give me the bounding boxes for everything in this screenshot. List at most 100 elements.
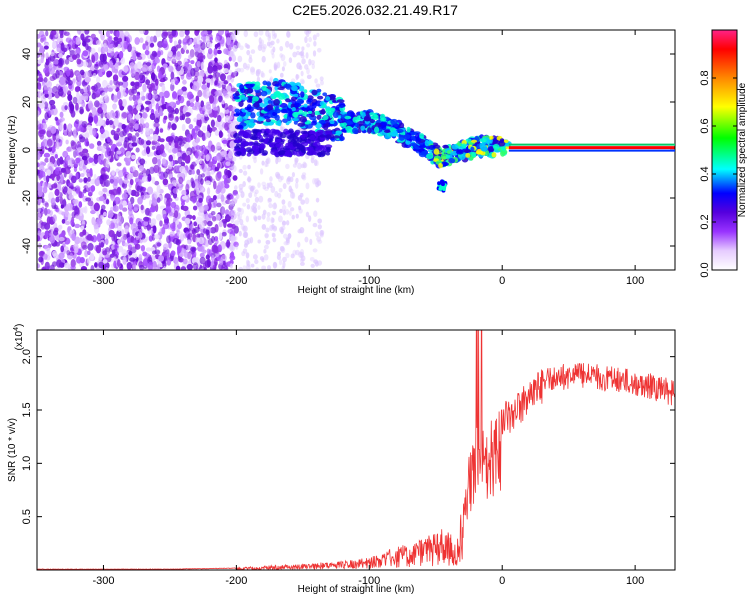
noise-cell <box>123 65 129 73</box>
noise-cell <box>60 204 64 209</box>
noise-cell <box>131 154 136 160</box>
noise-cell <box>282 209 286 216</box>
noise-cell <box>116 128 121 133</box>
noise-cell <box>58 57 64 66</box>
noise-cell <box>137 220 142 230</box>
noise-cell <box>239 67 245 73</box>
noise-cell <box>154 110 159 118</box>
noise-cell <box>235 193 240 199</box>
noise-cell <box>242 202 247 207</box>
noise-cell <box>142 64 149 72</box>
noise-cell <box>262 185 267 190</box>
signal-cell <box>276 139 282 143</box>
noise-cell <box>145 146 151 155</box>
noise-cell <box>121 249 128 257</box>
noise-cell <box>85 168 91 174</box>
noise-cell <box>302 161 307 169</box>
noise-cell <box>80 225 85 231</box>
noise-cell <box>261 258 265 263</box>
noise-cell <box>213 47 218 56</box>
signal-cell <box>277 150 286 156</box>
noise-cell <box>112 104 117 111</box>
signal-cell <box>459 154 466 161</box>
noise-cell <box>51 183 58 189</box>
noise-cell <box>228 123 232 129</box>
noise-cell <box>103 179 111 188</box>
noise-cell <box>46 169 52 175</box>
signal-cell <box>448 158 456 164</box>
signal-cell <box>271 95 277 100</box>
noise-cell <box>56 259 62 268</box>
noise-cell <box>163 115 168 120</box>
signal-cell <box>275 129 281 136</box>
signal-cell <box>329 120 335 125</box>
noise-cell <box>67 226 72 231</box>
signal-cell <box>381 125 387 131</box>
noise-cell <box>49 236 56 244</box>
noise-cell <box>147 66 153 72</box>
signal-cell <box>480 144 488 152</box>
noise-cell <box>37 162 40 168</box>
noise-cell <box>61 104 65 111</box>
noise-cell <box>46 127 52 132</box>
noise-cell <box>66 202 73 212</box>
signal-cell <box>338 102 346 108</box>
noise-cell <box>139 37 144 44</box>
noise-cell <box>202 125 207 132</box>
noise-cell <box>216 184 222 193</box>
signal-cell <box>390 118 398 125</box>
noise-cell <box>131 142 138 147</box>
noise-cell <box>218 232 223 241</box>
noise-cell <box>305 211 310 218</box>
noise-cell <box>138 123 144 133</box>
noise-cell <box>190 223 194 231</box>
y-tick-label: 1.5 <box>21 402 33 417</box>
noise-cell <box>314 261 319 267</box>
noise-cell <box>186 133 192 143</box>
noise-cell <box>246 49 251 56</box>
noise-cell <box>234 236 238 241</box>
noise-cell <box>101 91 108 99</box>
signal-cell <box>424 139 430 147</box>
noise-cell <box>229 112 234 117</box>
noise-cell <box>94 178 101 187</box>
noise-cell <box>105 120 110 126</box>
noise-cell <box>282 182 287 190</box>
signal-cell <box>461 143 467 148</box>
noise-cell <box>50 197 56 206</box>
noise-cell <box>295 177 299 183</box>
noise-cell <box>157 263 161 268</box>
noise-cell <box>285 163 290 170</box>
noise-cell <box>190 177 194 184</box>
noise-cell <box>151 176 156 184</box>
noise-cell <box>171 55 177 62</box>
noise-cell <box>129 217 134 225</box>
noise-cell <box>215 152 222 162</box>
noise-cell <box>195 256 199 262</box>
signal-cell <box>274 83 282 87</box>
noise-cell <box>233 185 238 191</box>
noise-cell <box>40 34 46 41</box>
noise-cell <box>141 95 146 101</box>
noise-cell <box>37 234 41 242</box>
noise-cell <box>59 122 64 131</box>
noise-cell <box>149 166 155 174</box>
noise-cell <box>308 36 313 43</box>
noise-cell <box>91 54 96 64</box>
signal-cell <box>307 98 313 103</box>
noise-cell <box>213 180 217 190</box>
noise-cell <box>222 174 229 180</box>
noise-cell <box>209 95 215 104</box>
signal-cell <box>249 122 256 126</box>
noise-cell <box>88 102 94 111</box>
noise-cell <box>52 40 57 49</box>
noise-cell <box>291 192 296 199</box>
signal-cell <box>392 130 398 135</box>
noise-cell <box>194 30 200 36</box>
noise-cell <box>95 76 101 84</box>
noise-cell <box>166 257 172 266</box>
noise-cell <box>99 53 105 63</box>
noise-cell <box>205 230 209 237</box>
noise-cell <box>80 265 88 270</box>
signal-cell <box>235 139 240 143</box>
